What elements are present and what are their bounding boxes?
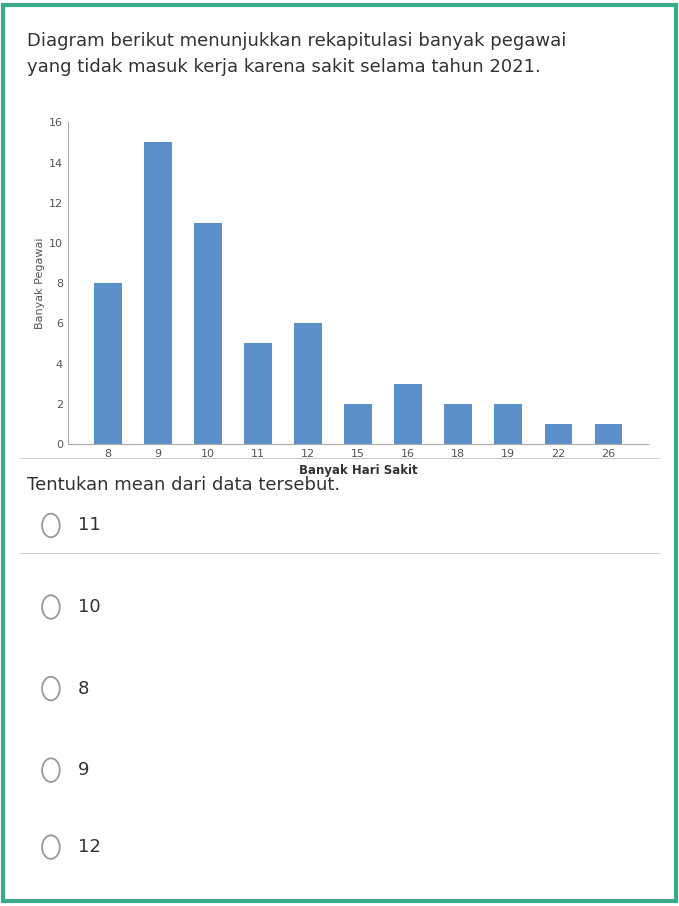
Text: 9: 9 [78,761,90,779]
Text: Tentukan mean dari data tersebut.: Tentukan mean dari data tersebut. [27,476,340,494]
Bar [494,404,522,444]
Text: 8: 8 [78,680,90,698]
Text: 11: 11 [78,516,101,535]
Bar [344,404,372,444]
Bar [94,283,122,444]
Y-axis label: Banyak Pegawai: Banyak Pegawai [35,237,45,329]
Bar [595,424,622,444]
Text: 12: 12 [78,838,101,856]
X-axis label: Banyak Hari Sakit: Banyak Hari Sakit [299,465,418,477]
Bar [145,142,172,444]
Text: 10: 10 [78,598,100,616]
Bar [445,404,472,444]
Bar [194,223,222,444]
Bar [244,343,272,444]
Text: Diagram berikut menunjukkan rekapitulasi banyak pegawai
yang tidak masuk kerja k: Diagram berikut menunjukkan rekapitulasi… [27,32,566,76]
Bar [295,323,322,444]
Bar [394,383,422,444]
Bar [545,424,572,444]
